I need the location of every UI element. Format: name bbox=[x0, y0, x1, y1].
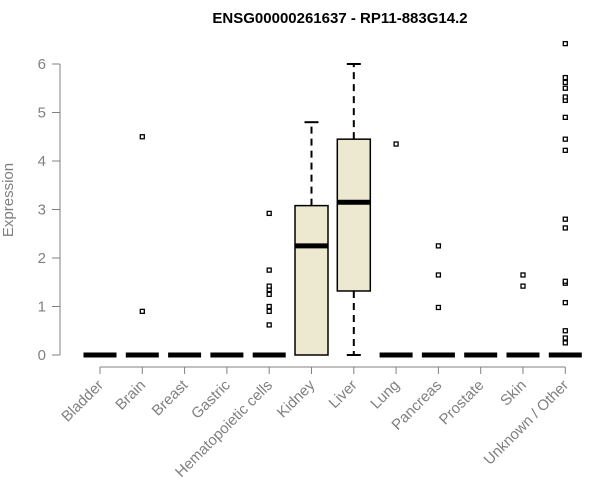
outlier-point bbox=[520, 272, 526, 278]
box-hematopoietic-cells bbox=[252, 210, 286, 358]
outlier-point bbox=[435, 272, 442, 278]
y-tick-label: 1 bbox=[38, 299, 46, 316]
x-tick-label: Prostate bbox=[436, 377, 488, 429]
outlier-point bbox=[562, 225, 568, 231]
box-lung bbox=[379, 141, 413, 358]
outlier-point bbox=[562, 278, 568, 284]
outlier-point bbox=[435, 304, 442, 311]
y-tick-label: 0 bbox=[38, 347, 46, 364]
box-skin bbox=[506, 272, 540, 358]
outlier-point bbox=[562, 335, 568, 341]
outlier-point bbox=[266, 308, 272, 315]
x-tick-label: Kidney bbox=[274, 376, 319, 421]
outlier-point bbox=[266, 322, 272, 328]
box-kidney bbox=[294, 121, 329, 356]
y-tick-label: 4 bbox=[38, 153, 46, 170]
y-tick-label: 5 bbox=[38, 105, 46, 122]
outlier-point bbox=[562, 74, 568, 81]
outlier-point bbox=[266, 210, 272, 217]
outlier-point bbox=[562, 328, 568, 334]
box-unknown-other bbox=[548, 40, 582, 358]
box-series bbox=[83, 40, 582, 358]
x-tick-label: Breast bbox=[149, 376, 192, 419]
outlier-point bbox=[562, 147, 568, 153]
chart-title: ENSG00000261637 - RP11-883G14.2 bbox=[212, 10, 467, 27]
x-tick-label: Liver bbox=[326, 377, 361, 412]
x-tick-label: Brain bbox=[112, 377, 149, 414]
outlier-point bbox=[562, 136, 568, 142]
y-tick-label: 2 bbox=[38, 250, 46, 267]
outlier-point bbox=[266, 303, 272, 310]
outlier-point bbox=[435, 243, 442, 249]
box-liver bbox=[336, 63, 372, 356]
outlier-point bbox=[266, 267, 272, 273]
y-tick-label: 6 bbox=[38, 56, 46, 73]
outlier-point bbox=[266, 291, 272, 298]
outlier-point bbox=[562, 114, 568, 120]
outlier-point bbox=[562, 85, 568, 91]
iqr-box bbox=[294, 204, 329, 356]
outlier-point bbox=[266, 283, 272, 289]
box-pancreas bbox=[421, 243, 455, 358]
outlier-point bbox=[562, 94, 568, 100]
outlier-point bbox=[562, 40, 568, 47]
x-tick-label: Lung bbox=[367, 377, 403, 413]
x-tick-label: Bladder bbox=[58, 377, 107, 426]
outlier-point bbox=[562, 79, 568, 86]
outlier-point bbox=[562, 340, 568, 346]
outlier-point bbox=[562, 299, 568, 306]
outlier-point bbox=[520, 283, 526, 289]
box-brain bbox=[125, 134, 159, 358]
outlier-point bbox=[139, 134, 145, 140]
y-axis-ticks: 0 1 2 3 4 5 6 bbox=[38, 56, 60, 364]
y-tick-label: 3 bbox=[38, 202, 46, 219]
outlier-point bbox=[562, 216, 568, 222]
x-tick-label: Skin bbox=[497, 377, 530, 410]
iqr-box bbox=[336, 138, 372, 292]
outlier-point bbox=[139, 308, 145, 315]
outlier-point bbox=[393, 141, 399, 147]
y-axis-label: Expression bbox=[0, 163, 17, 237]
